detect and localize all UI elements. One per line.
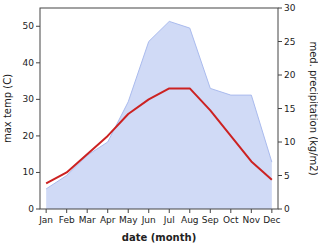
chart: 01020304050051015202530JanFebMarAprMayJu… <box>0 0 318 247</box>
x-tick-label: Mar <box>79 215 96 225</box>
precipitation-outline <box>46 21 272 189</box>
x-tick-label: Jun <box>141 215 156 225</box>
y2-tick-label: 0 <box>284 204 290 214</box>
y-tick <box>36 99 40 100</box>
y2-tick-label: 20 <box>284 70 296 80</box>
x-tick <box>210 209 211 213</box>
y-tick <box>36 172 40 173</box>
y-tick-label: 10 <box>23 167 35 177</box>
x-tick <box>169 209 170 213</box>
x-tick-label: Apr <box>100 215 116 225</box>
y-tick-label: 30 <box>23 94 35 104</box>
x-tick-label: Dec <box>263 215 280 225</box>
x-tick-label: Jan <box>38 215 53 225</box>
y2-tick-label: 30 <box>284 3 296 13</box>
y2-tick-label: 25 <box>284 37 295 47</box>
y-tick-label: 50 <box>23 21 35 31</box>
y2-tick-label: 10 <box>284 137 296 147</box>
y-tick <box>36 26 40 27</box>
plot-area <box>46 21 272 209</box>
y2-tick-label: 5 <box>284 171 290 181</box>
x-tick-label: Oct <box>223 215 239 225</box>
y-tick-label: 40 <box>23 58 35 68</box>
x-tick <box>128 209 129 213</box>
y2-tick <box>278 8 282 9</box>
x-tick <box>46 209 47 213</box>
y-tick <box>36 62 40 63</box>
y2-tick-label: 15 <box>284 104 295 114</box>
y2-tick <box>278 108 282 109</box>
x-tick <box>107 209 108 213</box>
x-tick <box>189 209 190 213</box>
x-tick <box>66 209 67 213</box>
x-axis-label: date (month) <box>122 232 196 243</box>
y2-tick <box>278 41 282 42</box>
y2-tick <box>278 209 282 210</box>
x-tick-label: Feb <box>59 215 75 225</box>
y-tick <box>36 209 40 210</box>
temperature-line <box>46 88 272 183</box>
y2-tick <box>278 75 282 76</box>
y-tick-label: 20 <box>23 131 35 141</box>
y-axis-label: max temp (C) <box>2 74 13 143</box>
precipitation-area <box>46 21 272 209</box>
x-tick-label: Aug <box>181 215 199 225</box>
x-tick <box>148 209 149 213</box>
y-tick-label: 0 <box>28 204 34 214</box>
x-tick <box>87 209 88 213</box>
x-tick-label: May <box>119 215 138 225</box>
x-tick <box>230 209 231 213</box>
x-tick <box>251 209 252 213</box>
x-tick <box>271 209 272 213</box>
x-tick-label: Jul <box>163 215 175 225</box>
x-tick-label: Nov <box>243 215 261 225</box>
y2-tick <box>278 175 282 176</box>
y2-axis-label: med. precipitation (kg/m2) <box>308 41 318 175</box>
y2-tick <box>278 142 282 143</box>
y-tick <box>36 135 40 136</box>
plot-frame <box>40 8 278 209</box>
x-tick-label: Sep <box>202 215 219 225</box>
